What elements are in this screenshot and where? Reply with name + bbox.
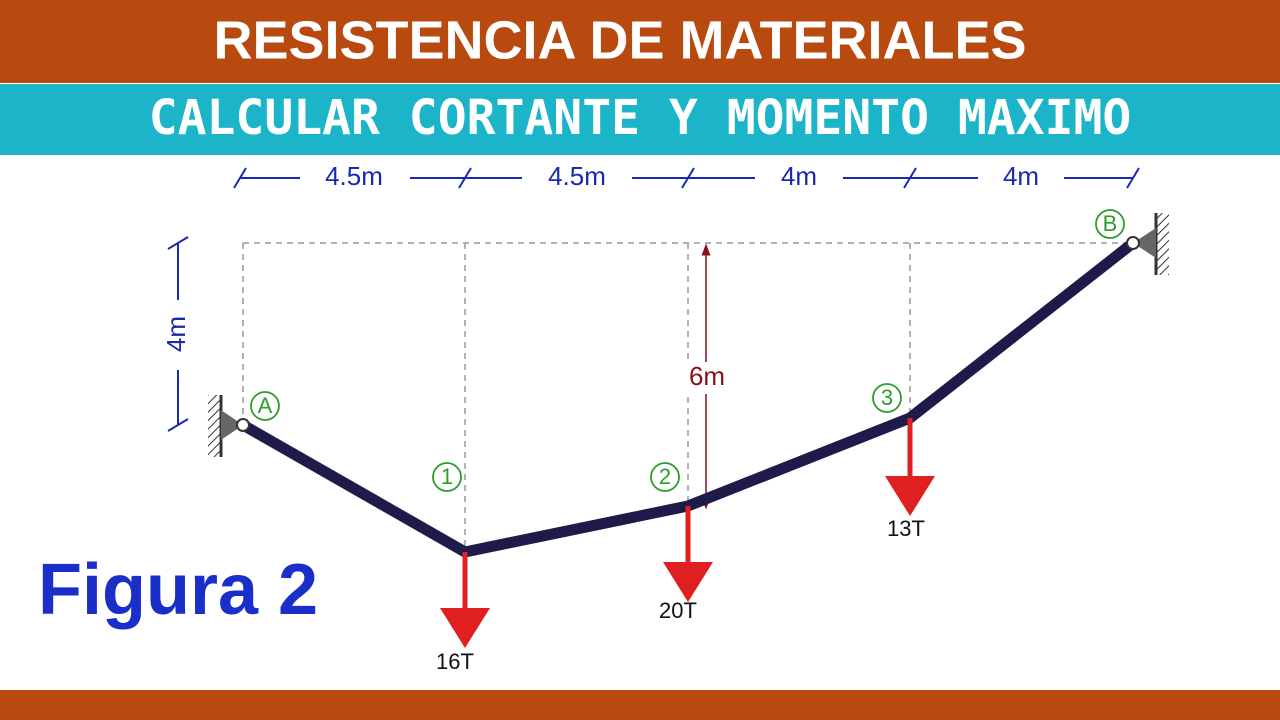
node-label: B <box>1103 211 1118 236</box>
subtitle-band <box>0 84 1280 155</box>
node-circles <box>250 209 1125 492</box>
load-label: 13T <box>887 516 925 541</box>
guide-lines <box>242 242 1133 552</box>
support-a <box>208 395 250 457</box>
subtitle: CALCULAR CORTANTE Y MOMENTO MAXIMO <box>149 90 1132 146</box>
dimension-lines <box>167 167 1140 432</box>
dimension-label: 4.5m <box>325 161 383 191</box>
load-arrows <box>440 418 935 648</box>
dimension-label: 4.5m <box>548 161 606 191</box>
footer-band <box>0 690 1280 720</box>
height-label: 6m <box>689 361 725 391</box>
node-label: 2 <box>659 464 671 489</box>
label-bg <box>683 362 731 394</box>
load-label: 16T <box>436 649 474 674</box>
dimension-label: 4m <box>1003 161 1039 191</box>
dimension-label: 4m <box>781 161 817 191</box>
title: RESISTENCIA DE MATERIALES <box>213 10 1026 70</box>
title-band <box>0 0 1280 83</box>
node-label: 3 <box>881 385 893 410</box>
dimension-label: 4m <box>161 316 191 352</box>
node-label: 1 <box>441 464 453 489</box>
figure-label: Figura 2 <box>38 550 318 630</box>
node-label: A <box>258 393 273 418</box>
load-label: 20T <box>659 598 697 623</box>
support-b <box>1126 213 1169 275</box>
